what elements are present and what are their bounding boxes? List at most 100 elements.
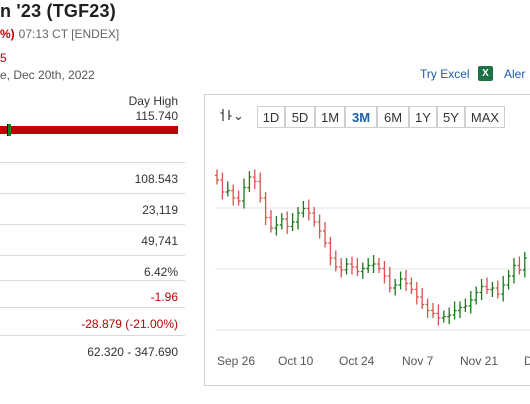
chart-type-button[interactable]: ⌄ [219,108,244,124]
quote-status-line: %) 07:13 CT [ENDEX] [0,27,119,41]
price-bar [236,190,241,206]
price-bar [242,178,246,209]
price-bar [463,298,468,312]
price-bar [404,270,408,291]
range-button-5d[interactable]: 5D [285,106,315,128]
stat-row: 49,741 [0,224,185,256]
stat-row: 108.543 [0,162,185,194]
price-bar [328,237,333,266]
price-bar [512,258,516,284]
stat-value: -1.96 [150,290,178,304]
price-bar [425,298,430,318]
range-button-3m[interactable]: 3M [345,106,377,128]
price-bar [220,172,225,200]
price-bar [317,214,322,239]
price-bar [279,213,284,230]
price-bar [225,181,230,197]
price-bar [323,222,327,248]
day-range-bar [0,126,178,134]
stat-value: 49,741 [141,234,178,248]
chart-bars [215,169,527,326]
price-bar [393,279,398,296]
price-bar [506,270,511,290]
range-button-1y[interactable]: 1Y [409,106,437,128]
price-bar [447,307,452,324]
price-bar [501,276,506,302]
price-bar [409,277,414,294]
try-excel-link[interactable]: Try Excel [420,67,470,81]
chevron-down-icon: ⌄ [233,108,244,123]
chart-grid [215,207,530,331]
price-bar [382,261,387,284]
x-axis-label: Nov 7 [402,354,434,368]
price-bar [468,291,473,314]
x-axis-label: D [524,354,530,368]
price-bar [398,271,403,290]
price-bar [495,280,500,299]
stat-value: 23,119 [142,203,178,217]
price-chart[interactable] [205,140,530,345]
candlestick-chart-icon [220,109,232,121]
price-bar [490,282,495,297]
price-bar [371,255,376,273]
day-high-label: Day High [128,94,178,108]
range-button-5y[interactable]: 5Y [437,106,465,128]
price-bar [301,201,306,218]
quote-time: 07:13 CT [ENDEX] [18,27,120,41]
range-button-1d[interactable]: 1D [257,106,285,128]
day-range-marker [7,124,11,136]
price-bar [252,169,257,189]
change-percent: %) [0,27,15,41]
price-bar [377,258,381,273]
range-button-6m[interactable]: 6M [377,106,409,128]
x-axis-label: Oct 10 [278,354,314,368]
stat-row: -28.879 (-21.00%) [0,307,185,339]
price-bar [306,199,311,221]
price-bar [387,267,392,293]
price-bar [414,282,419,305]
x-axis-label: Sep 26 [217,354,256,368]
price-bar [441,310,446,323]
excel-icon[interactable]: X [478,66,493,81]
stat-row: 62.320 - 347.690 [0,335,185,367]
price-bar [285,211,290,234]
price-change-fragment: 5 [0,51,7,65]
price-bar [360,262,365,279]
day-high-value: 115.740 [135,109,179,123]
stat-value: -28.879 (-21.00%) [81,317,178,331]
price-bar [339,258,344,278]
contract-date: e, Dec 20th, 2022 [0,68,95,82]
price-bar [344,258,349,275]
chart-panel [204,94,530,386]
price-bar [355,258,360,276]
price-bar [263,192,268,225]
price-bar [247,171,252,192]
range-button-1m[interactable]: 1M [315,106,345,128]
price-bar [350,256,354,275]
stat-row: -1.96 [0,280,185,312]
contract-title: n '23 (TGF23) [0,1,116,21]
price-bar [258,172,263,203]
price-bar [458,301,462,318]
price-bar [452,301,457,320]
price-bar [436,304,441,326]
price-bar [479,279,484,300]
stat-row: 6.42% [0,255,185,287]
stat-value: 62.320 - 347.690 [87,345,178,359]
price-bar [517,256,522,275]
price-bar [474,286,479,305]
price-bar [312,207,317,227]
range-button-max[interactable]: MAX [465,106,505,128]
price-bar [274,216,279,236]
price-bar [269,210,273,233]
price-bar [431,303,435,318]
alert-link[interactable]: Aler [504,67,526,81]
price-bar [522,252,527,278]
price-bar [231,184,236,206]
stat-value: 108.543 [134,172,178,186]
price-bar [420,288,425,309]
price-bar [485,277,489,294]
x-axis-label: Oct 24 [339,354,375,368]
price-bar [290,213,295,231]
price-bar [215,169,219,185]
